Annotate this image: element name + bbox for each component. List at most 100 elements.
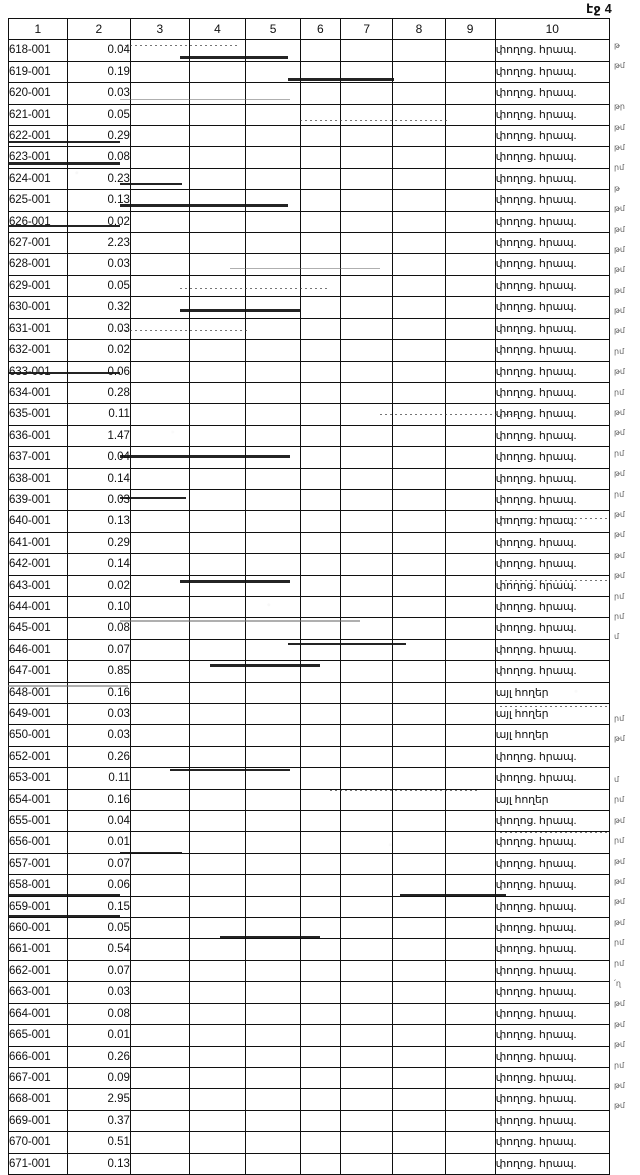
cell-empty-col5	[245, 60, 301, 84]
cell-empty-col8	[392, 938, 446, 961]
edge-fragment	[612, 668, 640, 688]
edge-fragment: թր	[614, 102, 625, 112]
cell-empty-col6	[299, 938, 342, 961]
cell-empty-col4	[188, 681, 247, 705]
table-body: 618-001 0.04 փողոց. հրապ. 619-001 0.19 փողոց.…	[8, 39, 611, 1175]
cell-area-value: 0.85	[66, 660, 131, 683]
cell-area-value: 0.51	[66, 1131, 131, 1154]
cell-empty-col3	[129, 210, 190, 234]
cell-empty-col5	[245, 938, 301, 961]
cell-empty-col9	[444, 381, 496, 405]
cell-code: 638-001	[8, 467, 68, 490]
cell-empty-col3	[129, 424, 190, 448]
cell-area-value: 0.08	[66, 1002, 131, 1026]
cell-empty-col4	[188, 638, 247, 662]
cell-area-value: 0.29	[66, 125, 131, 148]
cell-empty-col3	[129, 981, 190, 1004]
cell-empty-col6	[299, 917, 342, 940]
table-row: 639-001 0.03 փողոց. հրապ.	[8, 488, 611, 512]
cell-land-use: փողոց. հրապ.	[494, 852, 611, 876]
edge-fragment: թմ	[614, 265, 625, 275]
cell-land-use: փողոց. հրապ.	[494, 938, 611, 961]
cell-land-use: փողոց. հրապ.	[494, 360, 611, 383]
table-row: 665-001 0.01 փողոց. հրապ.	[8, 1024, 611, 1047]
table-row: 654-001 0.16 այլ հողեր	[8, 788, 611, 812]
cell-empty-col6	[299, 959, 342, 983]
cell-empty-col6	[299, 167, 342, 191]
cell-empty-col4	[188, 296, 247, 319]
cell-area-value: 0.04	[66, 446, 131, 469]
cell-empty-col8	[392, 146, 446, 169]
cell-area-value: 0.26	[66, 745, 131, 769]
cell-land-use: փողոց. հրապ.	[494, 595, 611, 619]
cell-empty-col7	[340, 488, 394, 512]
cell-land-use: այլ հողեր	[494, 724, 611, 747]
cell-area-value: 0.37	[66, 1109, 131, 1133]
cell-empty-col4	[188, 424, 247, 448]
cell-empty-col7	[340, 702, 394, 726]
cell-empty-col4	[188, 360, 247, 383]
cell-empty-col4	[188, 959, 247, 983]
cell-area-value: 0.29	[66, 531, 131, 555]
cell-empty-col7	[340, 810, 394, 833]
cell-empty-col5	[245, 874, 301, 897]
column-header-6: 6	[299, 17, 342, 41]
cell-land-use: փողոց. հրապ.	[494, 210, 611, 234]
column-header-10: 10	[494, 17, 611, 41]
cell-empty-col6	[299, 702, 342, 726]
cell-empty-col9	[444, 232, 496, 255]
cell-empty-col9	[444, 959, 496, 983]
cell-land-use: փողոց. հրապ.	[494, 296, 611, 319]
cell-empty-col6	[299, 788, 342, 812]
cell-empty-col6	[299, 553, 342, 576]
cell-land-use: փողոց. հրապ.	[494, 895, 611, 919]
cell-empty-col3	[129, 681, 190, 705]
cell-empty-col4	[188, 1024, 247, 1047]
cell-code: 655-001	[8, 810, 68, 833]
cell-empty-col6	[299, 767, 342, 790]
cell-empty-col4	[188, 317, 247, 341]
cell-empty-col9	[444, 103, 496, 127]
cell-code: 627-001	[8, 232, 68, 255]
cell-land-use: փողոց. հրապ.	[494, 1152, 611, 1175]
cell-empty-col8	[392, 745, 446, 769]
cell-empty-col4	[188, 574, 247, 597]
cell-land-use: փողոց. հրապ.	[494, 317, 611, 341]
cell-area-value: 0.02	[66, 574, 131, 597]
cell-empty-col5	[245, 702, 301, 726]
cell-empty-col9	[444, 1131, 496, 1154]
edge-fragment: րմ	[614, 1060, 625, 1070]
cell-empty-col8	[392, 189, 446, 212]
table-row: 663-001 0.03 փողոց. հրապ.	[8, 981, 611, 1004]
cell-empty-col9	[444, 1024, 496, 1047]
cell-area-value: 0.13	[66, 189, 131, 212]
edge-fragment: թմ	[614, 917, 625, 927]
cell-empty-col9	[444, 274, 496, 298]
table-row: 618-001 0.04 փողոց. հրապ.	[8, 39, 611, 62]
table-row: 659-001 0.15 փողոց. հրապ.	[8, 895, 611, 919]
cell-empty-col4	[188, 446, 247, 469]
edge-fragment-column: թ թմ թր թմ թմ րմ թ թմ թմ թմ թմ թմ թմ թմ րմ թմ րմ թմ թմ րմ թմ…	[612, 36, 640, 1117]
cell-empty-col4	[188, 1002, 247, 1026]
cell-land-use: փողոց. հրապ.	[494, 660, 611, 683]
cell-empty-col8	[392, 1045, 446, 1068]
cell-code: 635-001	[8, 403, 68, 426]
cell-land-use: փողոց. հրապ.	[494, 39, 611, 62]
cell-land-use: փողոց. հրապ.	[494, 959, 611, 983]
cell-empty-col4	[188, 595, 247, 619]
cell-empty-col8	[392, 724, 446, 747]
table-row: 627-001 2.23 փողոց. հրապ.	[8, 232, 611, 255]
column-header-5: 5	[245, 17, 301, 41]
cell-land-use: փողոց. հրապ.	[494, 1024, 611, 1047]
cell-empty-col5	[245, 1002, 301, 1026]
cell-code: 662-001	[8, 959, 68, 983]
cell-empty-col7	[340, 167, 394, 191]
cell-empty-col8	[392, 981, 446, 1004]
edge-fragment: թմ	[614, 408, 625, 418]
cell-empty-col3	[129, 531, 190, 555]
cell-empty-col7	[340, 531, 394, 555]
cell-area-value: 0.10	[66, 595, 131, 619]
edge-fragment: թմ	[614, 428, 625, 438]
cell-empty-col6	[299, 617, 342, 640]
cell-empty-col3	[129, 274, 190, 298]
